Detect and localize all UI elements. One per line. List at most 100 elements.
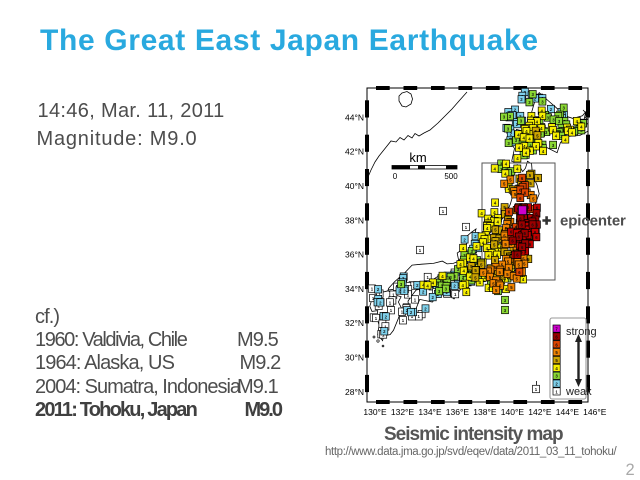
svg-text:2: 2 [377,287,380,292]
svg-text:36°N: 36°N [345,250,364,260]
svg-text:6: 6 [519,216,522,221]
svg-text:3: 3 [400,282,403,287]
svg-text:6: 6 [510,230,513,235]
svg-text:5: 5 [494,265,497,270]
svg-text:4: 4 [496,253,499,258]
svg-text:3: 3 [436,281,439,286]
svg-text:4: 4 [505,162,508,167]
svg-text:6: 6 [519,196,522,201]
svg-text:3: 3 [500,167,503,172]
svg-text:4: 4 [576,119,579,124]
svg-text:6: 6 [521,245,524,250]
svg-text:28°N: 28°N [345,387,364,397]
svg-text:3: 3 [438,289,441,294]
svg-text:weak: weak [565,386,592,398]
svg-text:2: 2 [385,314,388,319]
svg-text:4: 4 [536,119,539,124]
svg-text:2: 2 [379,300,382,305]
svg-text:1: 1 [392,293,395,298]
svg-text:1: 1 [384,324,387,329]
svg-text:6: 6 [531,222,534,227]
svg-text:30°N: 30°N [345,353,364,363]
svg-text:3: 3 [463,253,466,258]
svg-text:3: 3 [532,92,535,97]
svg-text:4: 4 [535,144,538,149]
svg-text:3: 3 [557,114,560,119]
svg-text:2: 2 [406,308,409,313]
svg-text:2: 2 [416,283,419,288]
svg-text:3: 3 [507,126,510,131]
svg-text:4: 4 [529,149,532,154]
svg-text:3: 3 [507,141,510,146]
svg-text:3: 3 [504,308,507,313]
svg-text:5: 5 [492,281,495,286]
svg-text:4: 4 [469,275,472,280]
svg-text:1: 1 [372,296,375,301]
svg-text:2: 2 [383,329,386,334]
svg-text:6: 6 [524,231,527,236]
svg-text:4: 4 [505,287,508,292]
svg-text:3: 3 [563,106,566,111]
svg-text:5: 5 [508,266,511,271]
svg-text:4: 4 [523,144,526,149]
svg-text:3: 3 [449,275,452,280]
svg-text:epicenter: epicenter [560,213,626,230]
svg-text:3: 3 [545,130,548,135]
svg-text:4: 4 [487,253,490,258]
svg-text:4: 4 [555,366,558,371]
svg-text:6: 6 [521,223,524,228]
svg-text:4: 4 [552,128,555,133]
svg-text:5: 5 [499,284,502,289]
svg-text:5: 5 [516,276,519,281]
svg-text:2: 2 [410,310,413,315]
svg-text:3: 3 [528,100,531,105]
svg-text:6: 6 [536,222,539,227]
svg-text:2: 2 [398,288,401,293]
svg-text:1: 1 [407,292,410,297]
svg-text:6: 6 [535,211,538,216]
svg-text:4: 4 [517,132,520,137]
svg-text:4: 4 [540,126,543,131]
svg-text:3: 3 [555,374,558,379]
svg-text:5: 5 [489,275,492,280]
svg-text:5: 5 [527,257,530,262]
svg-text:130°E: 130°E [363,407,387,417]
svg-text:6: 6 [555,342,558,347]
svg-text:1: 1 [414,297,417,302]
svg-text:2: 2 [510,132,513,137]
svg-text:6: 6 [529,242,532,247]
svg-text:4: 4 [465,290,468,295]
svg-text:132°E: 132°E [391,407,415,417]
svg-text:4: 4 [462,283,465,288]
svg-text:1: 1 [418,314,421,319]
svg-text:5: 5 [470,264,473,269]
svg-text:2: 2 [422,289,425,294]
svg-text:2: 2 [474,234,477,239]
svg-text:4: 4 [422,283,425,288]
svg-text:3: 3 [552,118,555,123]
svg-text:2: 2 [534,96,537,101]
svg-text:5: 5 [474,268,477,273]
svg-text:5: 5 [529,173,532,178]
svg-text:4: 4 [522,277,525,282]
svg-text:4: 4 [479,280,482,285]
svg-text:3: 3 [558,119,561,124]
svg-text:6: 6 [524,191,527,196]
svg-text:2: 2 [432,295,435,300]
svg-text:3: 3 [547,115,550,120]
svg-text:3: 3 [541,99,544,104]
svg-text:1: 1 [371,287,374,292]
svg-text:3: 3 [520,119,523,124]
svg-text:4: 4 [493,210,496,215]
svg-text:4: 4 [516,156,519,161]
svg-text:2: 2 [463,237,466,242]
svg-text:6: 6 [511,239,514,244]
svg-text:6: 6 [555,334,558,339]
svg-text:4: 4 [459,262,462,267]
svg-text:4: 4 [555,134,558,139]
svg-text:4: 4 [516,167,519,172]
svg-text:4: 4 [484,275,487,280]
svg-text:4: 4 [487,217,490,222]
svg-text:6: 6 [521,176,524,181]
svg-text:2: 2 [519,114,522,119]
